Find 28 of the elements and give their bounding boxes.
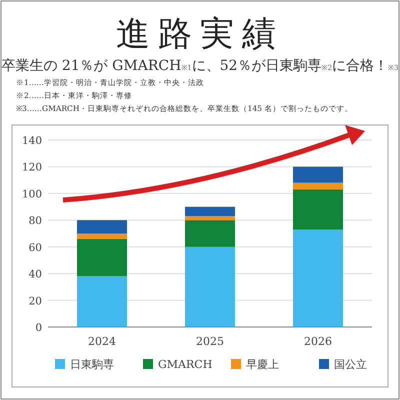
y-tick-label: 140	[22, 135, 42, 147]
bar	[77, 234, 127, 239]
bar	[185, 206, 235, 216]
bar	[77, 238, 127, 276]
y-tick-label: 120	[22, 162, 42, 174]
y-tick-label: 100	[22, 188, 42, 200]
x-tick-label: 2025	[196, 335, 224, 348]
x-tick-label: 2026	[304, 335, 332, 348]
bar	[185, 220, 235, 247]
x-tick-label: 2024	[88, 335, 116, 348]
legend-label: 日東駒専	[70, 358, 114, 371]
legend-label: GMARCH	[158, 358, 212, 371]
y-tick-label: 20	[28, 295, 42, 308]
bar	[185, 216, 235, 220]
bar	[185, 246, 235, 327]
bar	[293, 189, 343, 230]
legend-label: 国公立	[334, 358, 367, 371]
legend-label: 早慶上	[246, 358, 279, 371]
bar	[77, 276, 127, 327]
bar	[293, 229, 343, 327]
bar	[293, 166, 343, 183]
bar	[77, 220, 127, 234]
bar	[293, 182, 343, 190]
chart-title: 進路実績	[116, 14, 284, 54]
y-tick-label: 60	[28, 242, 42, 254]
y-tick-label: 40	[28, 268, 42, 281]
y-tick-label: 80	[28, 215, 42, 228]
y-tick-label: 0	[35, 322, 42, 334]
